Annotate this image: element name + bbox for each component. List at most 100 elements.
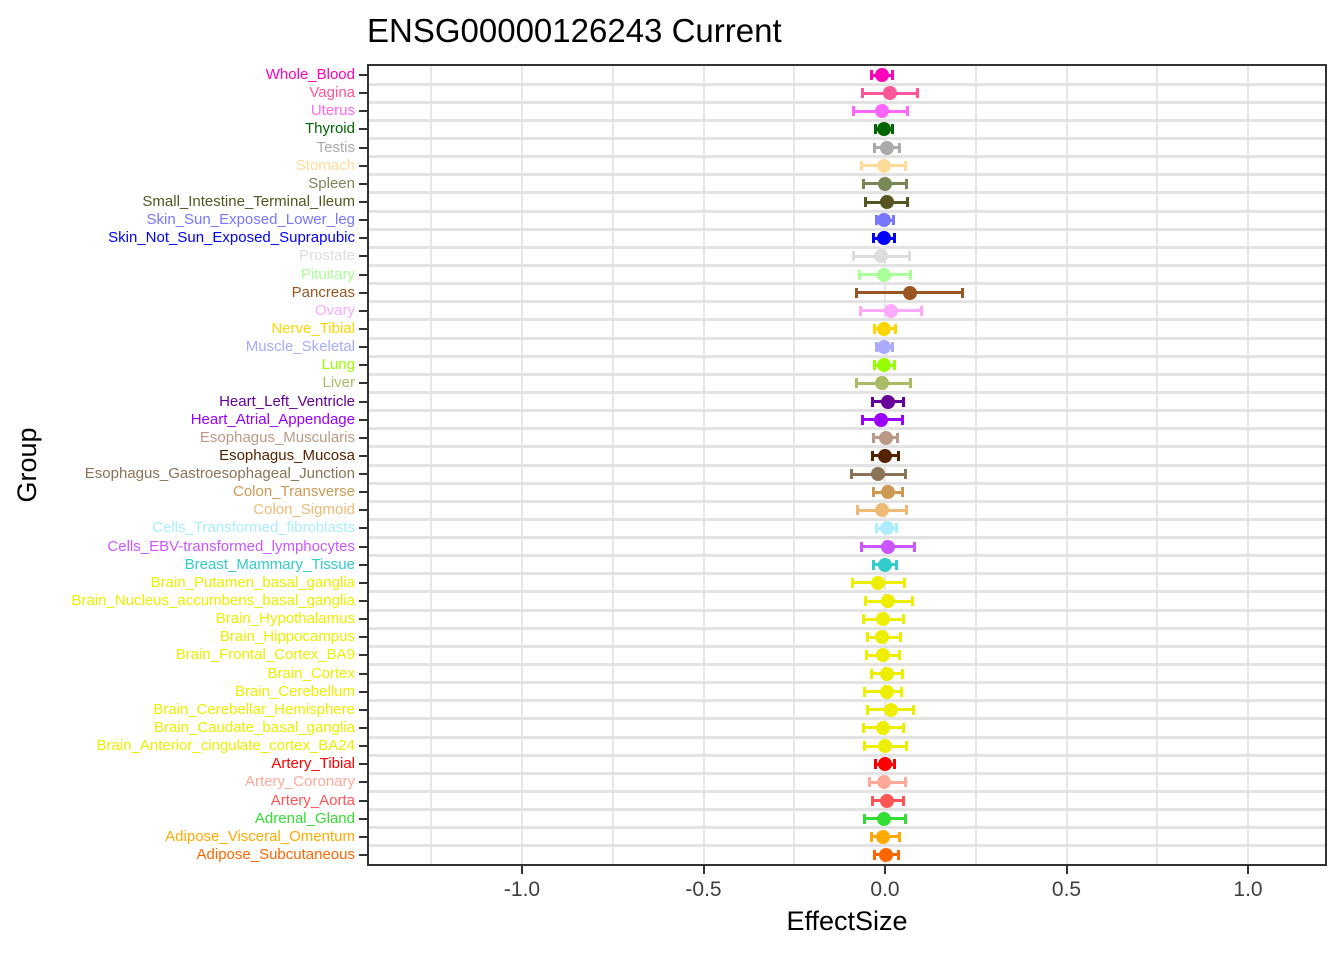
- gridline-horizontal: [369, 245, 1325, 249]
- error-cap-left: [868, 777, 872, 788]
- y-tick-mark: [359, 74, 367, 77]
- gridline-horizontal: [369, 554, 1325, 558]
- error-cap-left: [852, 106, 856, 117]
- y-tick-mark: [359, 400, 367, 403]
- error-cap-left: [869, 668, 873, 679]
- y-tick-mark: [359, 636, 367, 639]
- y-tick-mark: [359, 763, 367, 766]
- y-tick-label: Nerve_Tibial: [271, 319, 355, 337]
- effect-point: [883, 86, 898, 101]
- error-cap-right: [903, 160, 907, 171]
- error-cap-left: [860, 414, 864, 425]
- y-tick-label: Adrenal_Gland: [254, 809, 355, 827]
- error-cap-right: [897, 450, 901, 461]
- error-cap-left: [862, 741, 866, 752]
- y-tick-label: Colon_Sigmoid: [253, 501, 355, 519]
- error-cap-left: [871, 432, 875, 443]
- y-tick-mark: [359, 418, 367, 421]
- gridline-horizontal: [369, 626, 1325, 630]
- gridline-horizontal: [369, 282, 1325, 286]
- gridline-horizontal: [369, 608, 1325, 612]
- error-cap-right: [895, 559, 899, 570]
- error-cap-right: [904, 178, 908, 189]
- error-cap-left: [871, 795, 875, 806]
- error-cap-left: [857, 269, 861, 280]
- error-cap-right: [892, 215, 896, 226]
- error-cap-right: [913, 541, 917, 552]
- error-cap-left: [873, 360, 877, 371]
- y-tick-label: Prostate: [299, 247, 355, 265]
- error-cap-left: [862, 722, 866, 733]
- effect-point: [875, 630, 890, 645]
- y-tick-label: Muscle_Skeletal: [245, 338, 355, 356]
- gridline-horizontal: [369, 590, 1325, 594]
- gridline-horizontal: [369, 789, 1325, 793]
- effect-point: [878, 847, 893, 862]
- error-cap-right: [891, 342, 895, 353]
- y-tick-label: Stomach: [295, 156, 355, 174]
- gridline-horizontal: [369, 735, 1325, 739]
- effect-point: [881, 594, 896, 609]
- error-cap-left: [873, 849, 877, 860]
- error-cap-left: [862, 614, 866, 625]
- y-tick-mark: [359, 835, 367, 838]
- gridline-horizontal: [369, 644, 1325, 648]
- error-cap-right: [891, 70, 895, 81]
- error-cap-right: [891, 124, 895, 135]
- error-cap-left: [858, 305, 862, 316]
- error-cap-right: [900, 487, 904, 498]
- y-tick-label: Brain_Cerebellum: [234, 682, 355, 700]
- gridline-horizontal: [369, 463, 1325, 467]
- y-tick-mark: [359, 491, 367, 494]
- error-cap-left: [864, 197, 868, 208]
- y-tick-label: Artery_Aorta: [270, 791, 355, 809]
- effect-point: [875, 68, 890, 83]
- error-cap-left: [870, 450, 874, 461]
- error-cap-left: [871, 559, 875, 570]
- gridline-horizontal: [369, 354, 1325, 358]
- error-cap-left: [863, 686, 867, 697]
- error-cap-left: [871, 233, 875, 244]
- error-cap-right: [900, 686, 904, 697]
- error-cap-left: [873, 142, 877, 153]
- effect-point: [879, 684, 894, 699]
- error-cap-right: [893, 323, 897, 334]
- y-tick-label: Adipose_Subcutaneous: [196, 845, 355, 863]
- effect-point: [880, 485, 895, 500]
- effect-point: [881, 539, 896, 554]
- y-tick-mark: [359, 817, 367, 820]
- error-cap-right: [900, 668, 904, 679]
- error-cap-left: [874, 215, 878, 226]
- gridline-horizontal: [369, 844, 1325, 848]
- effect-point: [874, 503, 889, 518]
- gridline-horizontal: [369, 481, 1325, 485]
- gridline-horizontal: [369, 318, 1325, 322]
- y-tick-label: Testis: [316, 138, 355, 156]
- error-cap-left: [865, 632, 869, 643]
- error-cap-right: [910, 596, 914, 607]
- error-cap-right: [915, 88, 919, 99]
- x-tick-label: 0.0: [870, 878, 900, 901]
- y-tick-mark: [359, 509, 367, 512]
- gridline-horizontal: [369, 100, 1325, 104]
- x-tick-mark: [884, 866, 886, 874]
- error-cap-right: [904, 741, 908, 752]
- y-tick-mark: [359, 600, 367, 603]
- error-cap-right: [919, 305, 923, 316]
- gridline-horizontal: [369, 390, 1325, 394]
- gridline-horizontal: [369, 137, 1325, 141]
- effect-point: [871, 467, 886, 482]
- effect-point: [877, 122, 892, 137]
- x-tick-mark: [521, 866, 523, 874]
- y-tick-label: Brain_Caudate_basal_ganglia: [154, 718, 355, 736]
- error-cap-left: [851, 251, 855, 262]
- y-tick-mark: [359, 563, 367, 566]
- y-tick-mark: [359, 346, 367, 349]
- error-cap-left: [869, 70, 873, 81]
- gridline-horizontal: [369, 536, 1325, 540]
- effect-point: [871, 575, 886, 590]
- y-tick-mark: [359, 327, 367, 330]
- error-cap-left: [856, 505, 860, 516]
- y-tick-mark: [359, 182, 367, 185]
- effect-point: [877, 321, 892, 336]
